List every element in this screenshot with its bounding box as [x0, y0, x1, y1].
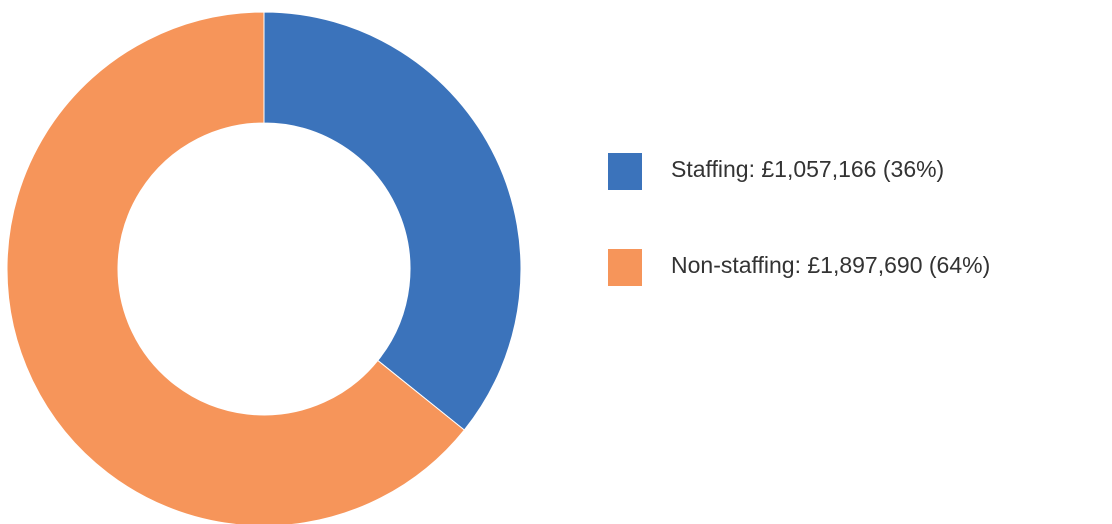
donut-slice: [263, 11, 522, 431]
legend-label: Non-staffing: £1,897,690 (64%): [671, 252, 990, 278]
donut-slice: [6, 11, 465, 524]
legend-swatch: [608, 153, 642, 190]
legend-label: Staffing: £1,057,166 (36%): [671, 156, 944, 182]
legend-swatch: [608, 249, 642, 286]
